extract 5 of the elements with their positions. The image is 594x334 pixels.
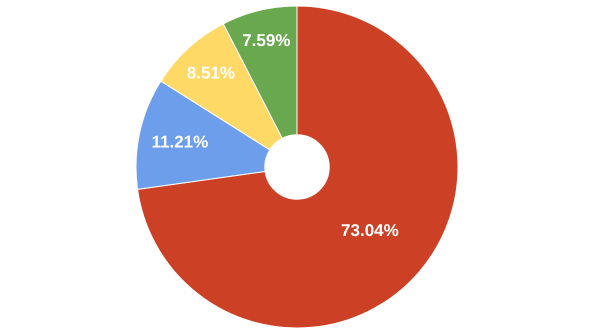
data-label: 11.21% xyxy=(152,132,208,152)
data-label: 8.51% xyxy=(186,64,236,83)
data-label: 73.04% xyxy=(341,220,399,240)
data-label: 7.59% xyxy=(242,30,290,50)
donut-slice xyxy=(137,6,458,328)
